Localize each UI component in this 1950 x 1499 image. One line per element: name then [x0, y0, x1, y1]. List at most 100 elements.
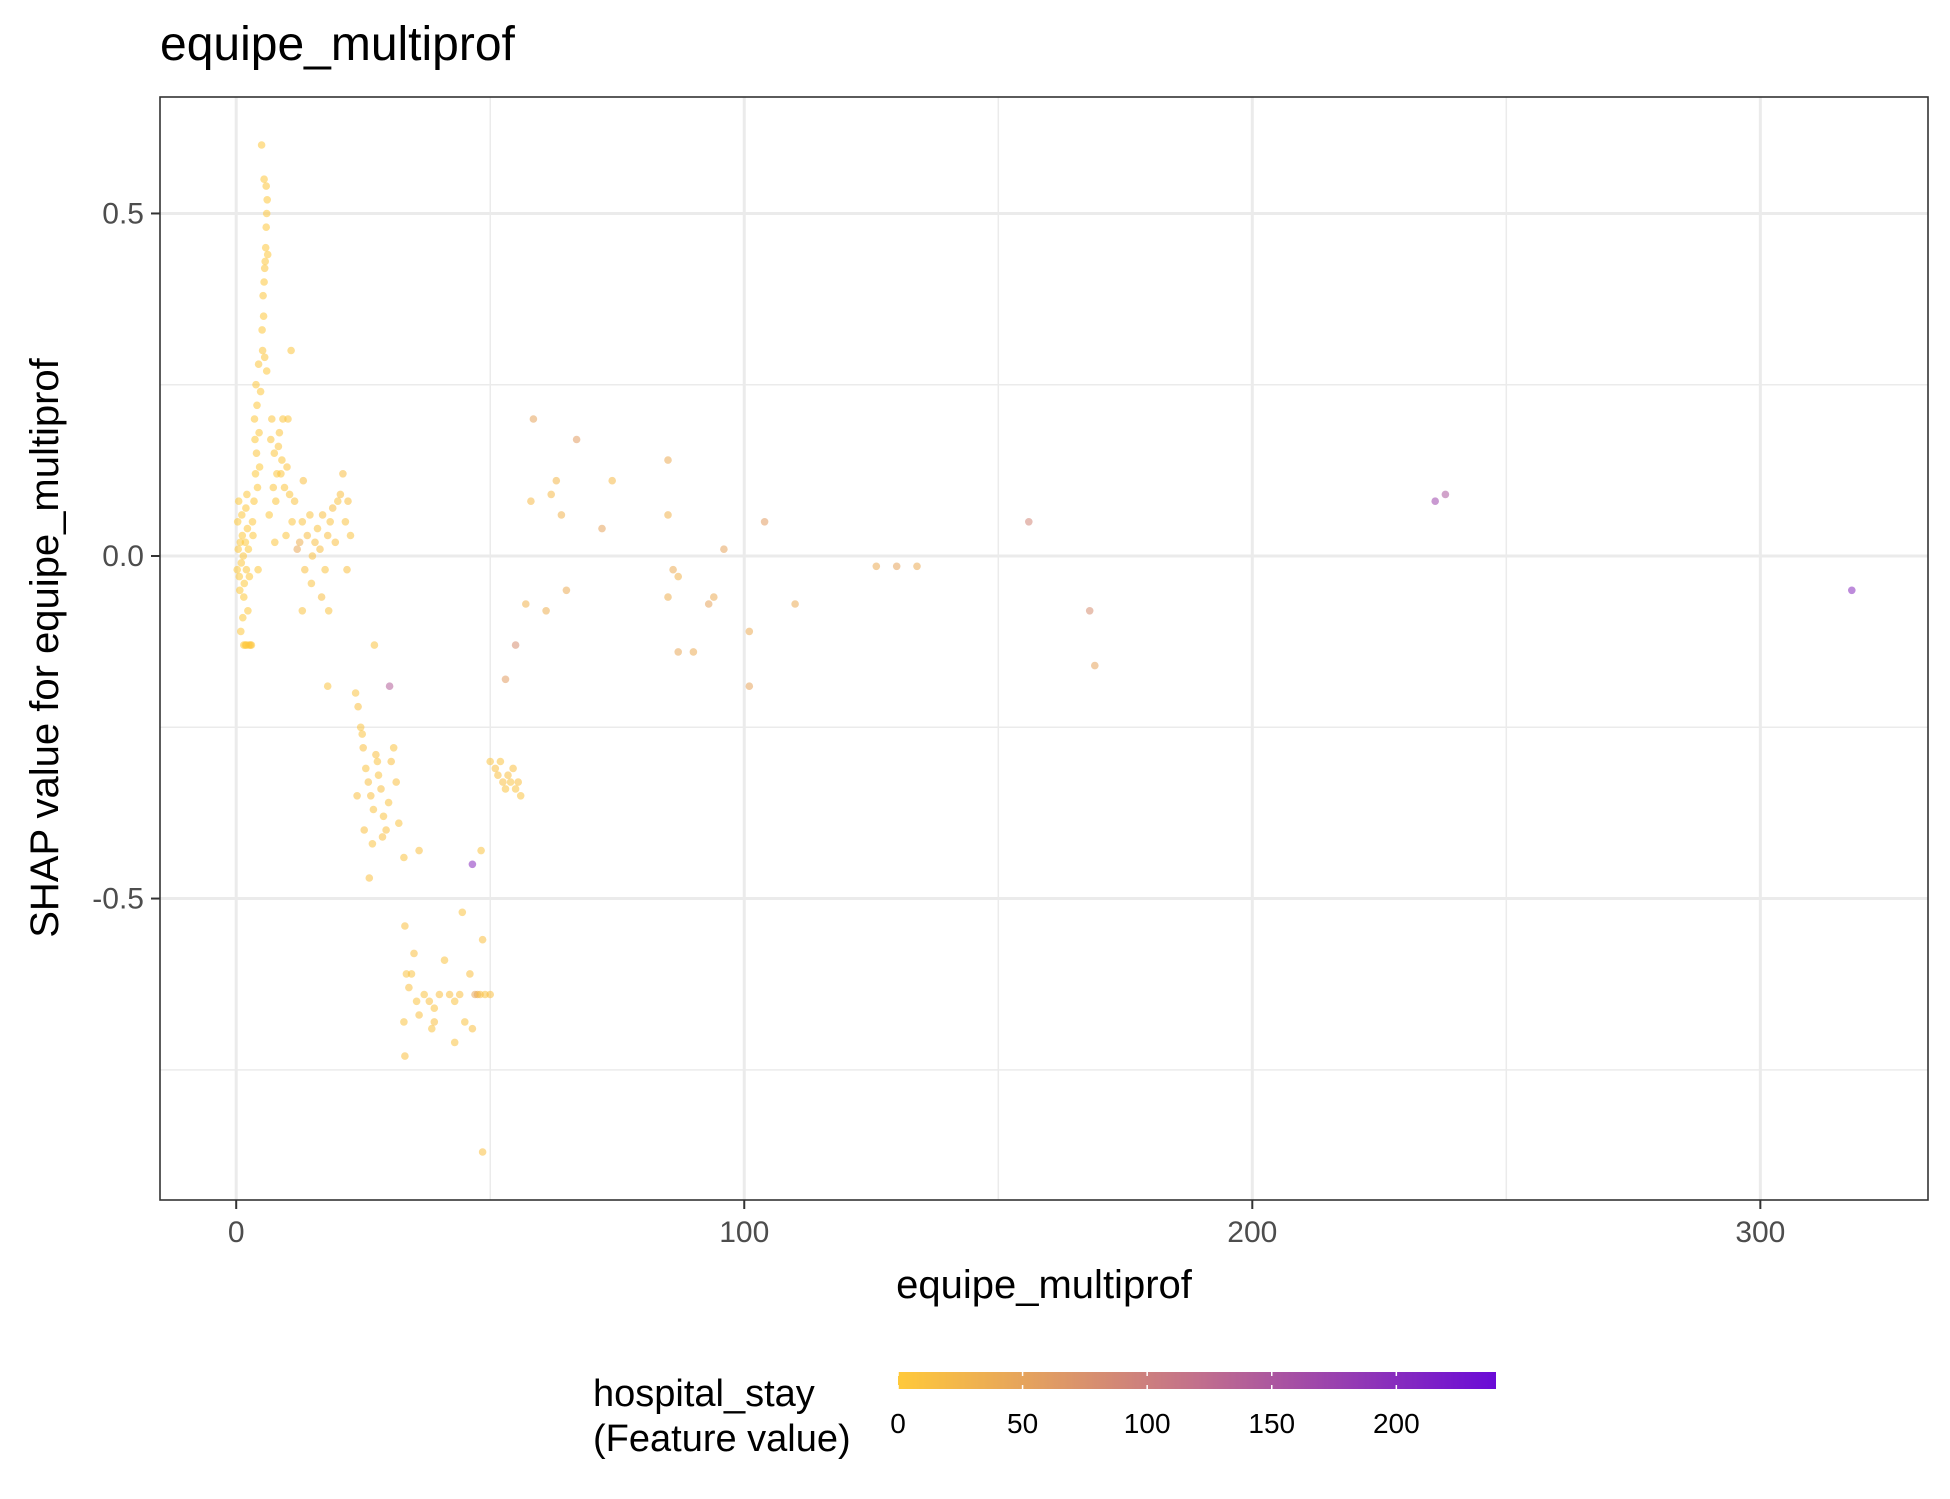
- data-point: [486, 757, 495, 766]
- data-point: [365, 874, 374, 882]
- data-point: [913, 562, 921, 571]
- data-point: [255, 428, 263, 437]
- data-point: [664, 511, 672, 519]
- data-point: [379, 812, 388, 821]
- data-point: [283, 463, 291, 471]
- data-point: [341, 518, 350, 526]
- data-point: [293, 545, 302, 553]
- data-point: [298, 607, 307, 615]
- data-point: [370, 641, 379, 649]
- data-point: [287, 346, 295, 355]
- data-point: [243, 524, 252, 533]
- x-axis-title: equipe_multiprof: [896, 1263, 1193, 1307]
- data-point: [253, 401, 261, 410]
- data-point: [249, 531, 257, 540]
- data-point: [496, 757, 505, 766]
- data-point: [250, 497, 258, 506]
- y-tick-label: 0.0: [102, 540, 144, 573]
- data-point: [395, 819, 403, 827]
- data-point: [1085, 607, 1094, 615]
- data-point: [251, 470, 260, 478]
- data-point: [461, 1018, 469, 1026]
- data-point: [1091, 661, 1099, 670]
- data-point: [237, 627, 245, 636]
- data-point: [450, 997, 459, 1006]
- data-point: [234, 497, 243, 506]
- data-point: [486, 990, 495, 999]
- data-point: [1441, 490, 1450, 499]
- data-point: [562, 586, 571, 595]
- data-point: [288, 518, 296, 526]
- data-point: [356, 723, 365, 732]
- data-point: [243, 490, 251, 499]
- data-point: [239, 613, 247, 622]
- data-point: [277, 470, 285, 478]
- data-point: [791, 600, 799, 608]
- panel-border: [159, 96, 1929, 1201]
- x-tick-label: 300: [1735, 1216, 1785, 1249]
- data-point: [261, 243, 270, 252]
- data-point: [240, 593, 248, 601]
- data-point: [501, 785, 510, 793]
- data-point: [238, 511, 246, 519]
- data-point: [501, 675, 510, 684]
- data-point: [362, 764, 370, 773]
- x-tick-label: 200: [1227, 1216, 1277, 1249]
- data-point: [233, 518, 242, 526]
- data-point: [238, 531, 247, 540]
- x-tick-label: 0: [228, 1216, 245, 1249]
- x-tick-label: 100: [719, 1216, 769, 1249]
- data-point: [239, 552, 248, 560]
- data-point: [360, 826, 369, 834]
- data-point: [252, 380, 260, 389]
- data-point: [351, 689, 360, 697]
- chart-title: equipe_multiprof: [160, 18, 516, 71]
- data-point: [260, 353, 269, 362]
- data-point: [317, 593, 326, 601]
- data-point: [257, 141, 266, 149]
- data-point: [455, 990, 464, 999]
- data-point: [478, 935, 487, 944]
- data-point: [284, 415, 292, 423]
- data-point: [415, 846, 423, 855]
- data-point: [255, 463, 264, 471]
- grid-major-lines: [160, 97, 1928, 1200]
- data-point: [385, 682, 394, 690]
- data-point: [364, 778, 373, 786]
- data-point: [262, 182, 271, 190]
- data-point: [435, 990, 444, 999]
- data-point: [389, 744, 398, 752]
- data-point: [369, 805, 378, 814]
- data-point: [392, 778, 401, 786]
- data-point: [373, 757, 382, 766]
- data-point: [892, 562, 901, 571]
- data-point: [233, 565, 241, 574]
- colorbar: [898, 1372, 1496, 1389]
- data-point: [458, 908, 467, 917]
- data-point: [499, 778, 507, 786]
- data-point: [557, 511, 566, 519]
- y-axis-title: SHAP value for equipe_multiprof: [23, 357, 67, 937]
- data-point: [344, 497, 352, 506]
- data-point: [527, 497, 535, 506]
- data-point: [494, 771, 502, 779]
- data-point: [299, 476, 308, 485]
- data-point: [259, 312, 268, 321]
- data-point: [353, 792, 361, 800]
- data-point: [263, 196, 272, 204]
- data-point: [572, 435, 581, 444]
- data-point: [430, 1018, 439, 1026]
- data-point: [704, 600, 713, 608]
- data-point: [382, 826, 390, 834]
- data-point: [282, 531, 290, 540]
- data-point: [237, 559, 246, 567]
- data-point: [374, 771, 383, 779]
- data-point: [405, 983, 413, 992]
- data-point: [468, 860, 477, 869]
- data-point: [323, 531, 332, 540]
- data-point: [552, 476, 561, 485]
- data-point: [608, 476, 616, 485]
- data-point: [387, 757, 396, 766]
- data-point: [669, 565, 677, 574]
